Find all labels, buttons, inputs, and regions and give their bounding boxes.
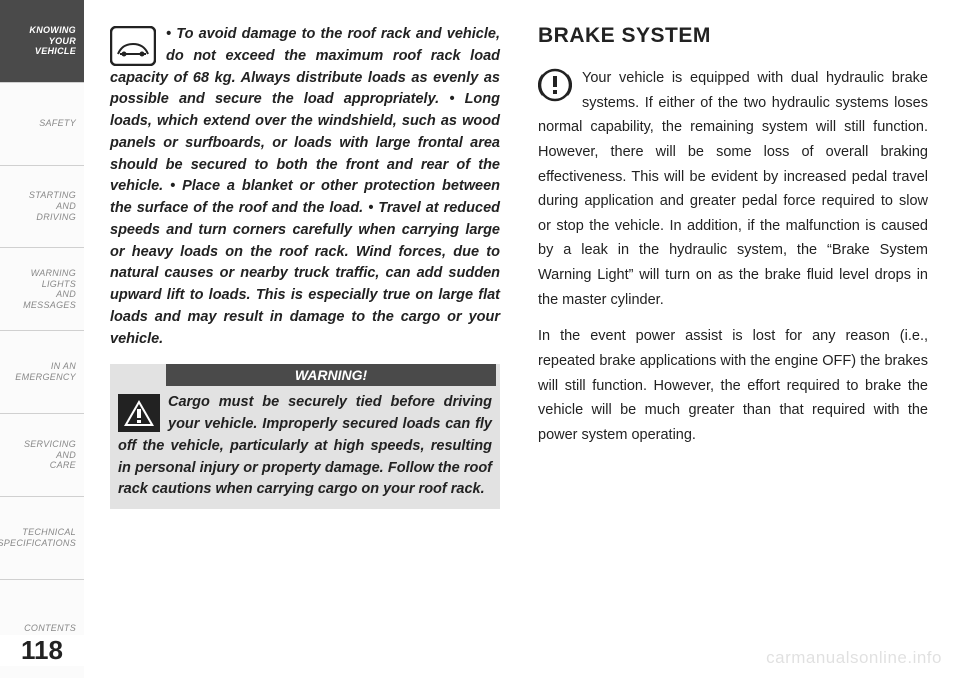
warning-body: Cargo must be securely tied before drivi… xyxy=(110,386,500,509)
sidebar-tab-starting[interactable]: STARTING AND DRIVING xyxy=(0,166,84,249)
brake-paragraph-2: In the event power assist is lost for an… xyxy=(538,324,928,447)
caution-text-content: • To avoid damage to the roof rack and v… xyxy=(110,26,500,347)
sidebar-tab-technical[interactable]: TECHNICAL SPECIFICATIONS xyxy=(0,497,84,580)
sidebar-tab-emergency[interactable]: IN AN EMERGENCY xyxy=(0,331,84,414)
sidebar-tab-warning-lights[interactable]: WARNING LIGHTS AND MESSAGES xyxy=(0,248,84,331)
sidebar-tab-knowing[interactable]: KNOWING YOUR VEHICLE xyxy=(0,0,84,83)
sidebar-tab-safety[interactable]: SAFETY xyxy=(0,83,84,166)
left-column: • To avoid damage to the roof rack and v… xyxy=(110,24,500,654)
warning-body-text: Cargo must be securely tied before drivi… xyxy=(118,394,492,497)
caution-block: • To avoid damage to the roof rack and v… xyxy=(110,24,500,350)
page-number: 118 xyxy=(0,635,84,666)
section-title-brake: BRAKE SYSTEM xyxy=(538,24,928,48)
warning-header: WARNING! xyxy=(166,364,496,386)
sidebar-nav: KNOWING YOUR VEHICLE SAFETY STARTING AND… xyxy=(0,0,84,678)
info-exclamation-icon xyxy=(538,68,572,102)
car-icon xyxy=(110,26,156,66)
warning-box: WARNING! Cargo must be securely tied bef… xyxy=(110,364,500,509)
brake-paragraph-1: Your vehicle is equipped with dual hydra… xyxy=(538,66,928,312)
page-content: • To avoid damage to the roof rack and v… xyxy=(110,24,930,654)
right-column: BRAKE SYSTEM Your vehicle is equipped wi… xyxy=(538,24,928,654)
watermark: carmanualsonline.info xyxy=(766,648,942,668)
warning-triangle-icon xyxy=(118,394,160,432)
sidebar-tab-servicing[interactable]: SERVICING AND CARE xyxy=(0,414,84,497)
brake-para1-text: Your vehicle is equipped with dual hydra… xyxy=(538,70,928,308)
